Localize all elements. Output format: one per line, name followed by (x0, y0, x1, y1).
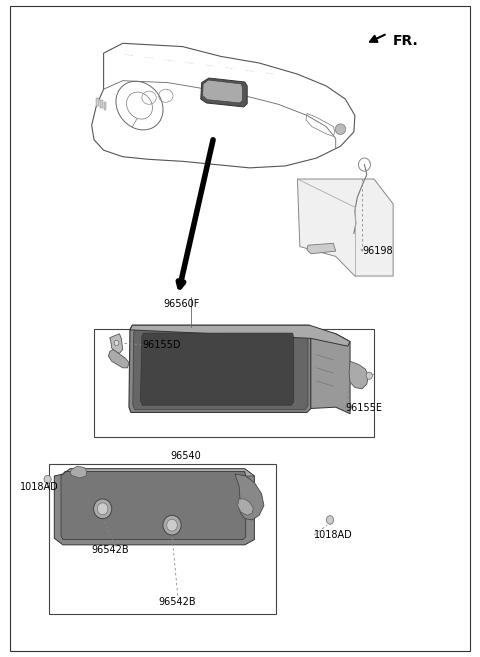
Text: FR.: FR. (393, 34, 419, 49)
Polygon shape (70, 466, 87, 478)
Text: 1018AD: 1018AD (314, 530, 353, 540)
Polygon shape (235, 474, 264, 520)
Polygon shape (133, 328, 308, 410)
Text: 96155E: 96155E (345, 403, 382, 413)
Bar (104, 102, 107, 110)
Ellipse shape (94, 499, 112, 518)
Bar (100, 100, 103, 108)
Bar (48, 464, 276, 614)
Polygon shape (63, 469, 254, 476)
Ellipse shape (167, 519, 177, 531)
Ellipse shape (44, 476, 51, 484)
Polygon shape (54, 469, 254, 545)
Polygon shape (298, 179, 393, 276)
Bar (96, 98, 99, 106)
Polygon shape (129, 325, 311, 413)
Ellipse shape (326, 516, 334, 524)
Text: 96540: 96540 (170, 451, 201, 461)
Text: 96198: 96198 (362, 246, 393, 256)
Polygon shape (203, 80, 242, 103)
Polygon shape (141, 333, 294, 405)
Polygon shape (61, 472, 246, 539)
Polygon shape (108, 350, 129, 368)
Text: 96542B: 96542B (158, 597, 196, 607)
Ellipse shape (366, 372, 372, 379)
Ellipse shape (163, 515, 181, 535)
Text: 96542B: 96542B (92, 545, 129, 555)
Ellipse shape (97, 503, 108, 514)
Polygon shape (349, 361, 368, 389)
Polygon shape (110, 334, 123, 353)
Polygon shape (311, 330, 350, 414)
Text: 96155D: 96155D (142, 340, 180, 350)
Text: 96560F: 96560F (163, 298, 200, 309)
Polygon shape (238, 499, 253, 515)
Ellipse shape (114, 340, 119, 346)
Ellipse shape (335, 124, 346, 135)
Polygon shape (307, 243, 336, 254)
Polygon shape (201, 78, 247, 107)
Polygon shape (130, 325, 350, 346)
Text: 1018AD: 1018AD (20, 482, 59, 492)
Bar (94, 328, 374, 437)
